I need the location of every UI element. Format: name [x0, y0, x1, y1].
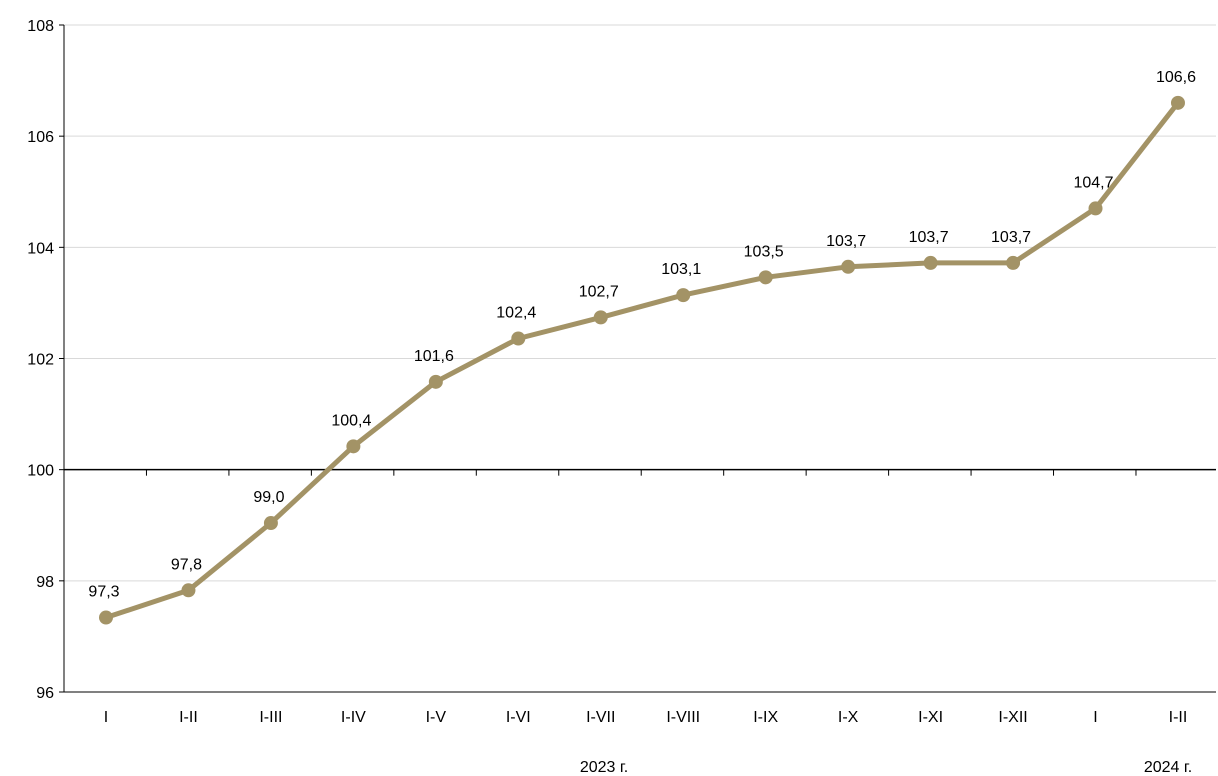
y-tick-label: 108: [27, 18, 54, 35]
data-label: 106,6: [1156, 69, 1196, 86]
data-label: 100,4: [331, 412, 371, 429]
data-label: 103,1: [661, 261, 701, 278]
data-point: [841, 259, 856, 274]
x-group-label: 2024 г.: [1144, 759, 1192, 776]
data-point: [1006, 255, 1021, 270]
data-label: 101,6: [414, 348, 454, 365]
data-point: [923, 255, 938, 270]
data-point: [676, 288, 691, 303]
data-point: [1170, 95, 1185, 110]
data-label: 103,7: [991, 229, 1031, 246]
data-label: 102,4: [496, 304, 536, 321]
data-label: 97,3: [88, 584, 119, 601]
data-label: 99,0: [253, 489, 284, 506]
x-category-label: I-VII: [586, 709, 615, 726]
data-labels: 97,3 97,8 99,0 100,4 101,6 102,4 102,7 103,1 103…: [88, 69, 1196, 601]
data-point: [99, 610, 113, 625]
x-category-label: I-IV: [341, 709, 366, 726]
x-category-label: I-VIII: [666, 709, 700, 726]
data-series: [99, 95, 1185, 625]
series-line: [103, 100, 1181, 620]
data-label: 103,7: [826, 233, 866, 250]
x-category-label: I-III: [259, 709, 282, 726]
data-label: 97,8: [171, 556, 202, 573]
y-tick-label: 96: [36, 685, 54, 702]
x-category-label: I-V: [426, 709, 447, 726]
x-category-label: I-II: [1169, 709, 1188, 726]
x-category-label: I-XI: [918, 709, 943, 726]
x-category-label: I-II: [179, 709, 198, 726]
x-category-label: I-X: [838, 709, 859, 726]
grid-lines: [64, 24, 1216, 693]
data-label: 102,7: [579, 283, 619, 300]
y-tick-label: 104: [27, 240, 54, 257]
axes: [59, 24, 1216, 693]
x-group-label: 2023 г.: [580, 759, 628, 776]
data-point: [428, 374, 443, 389]
data-point: [593, 310, 608, 325]
y-tick-labels: 96 98 100 102 104 106 108: [27, 18, 54, 702]
data-label: 103,5: [744, 243, 784, 260]
x-group-labels: 2023 г. 2024 г.: [580, 759, 1192, 776]
x-category-label: I-IX: [753, 709, 778, 726]
x-category-labels: I I-II I-III I-IV I-V I-VI I-VII I-VIII I-IX I-X I…: [104, 709, 1188, 726]
x-category-label: I: [1093, 709, 1097, 726]
data-label: 104,7: [1073, 174, 1113, 191]
y-tick-label: 98: [36, 574, 54, 591]
data-point: [346, 439, 361, 454]
data-point: [1088, 201, 1103, 216]
x-category-label: I-XII: [998, 709, 1027, 726]
data-point: [511, 331, 526, 346]
y-tick-label: 102: [27, 352, 54, 369]
x-category-label: I-VI: [506, 709, 531, 726]
y-tick-label: 106: [27, 129, 54, 146]
data-point: [181, 583, 196, 598]
data-point: [758, 270, 773, 285]
data-point: [263, 516, 278, 531]
y-tick-label: 100: [27, 463, 54, 480]
x-category-label: I: [104, 709, 108, 726]
data-label: 103,7: [909, 229, 949, 246]
